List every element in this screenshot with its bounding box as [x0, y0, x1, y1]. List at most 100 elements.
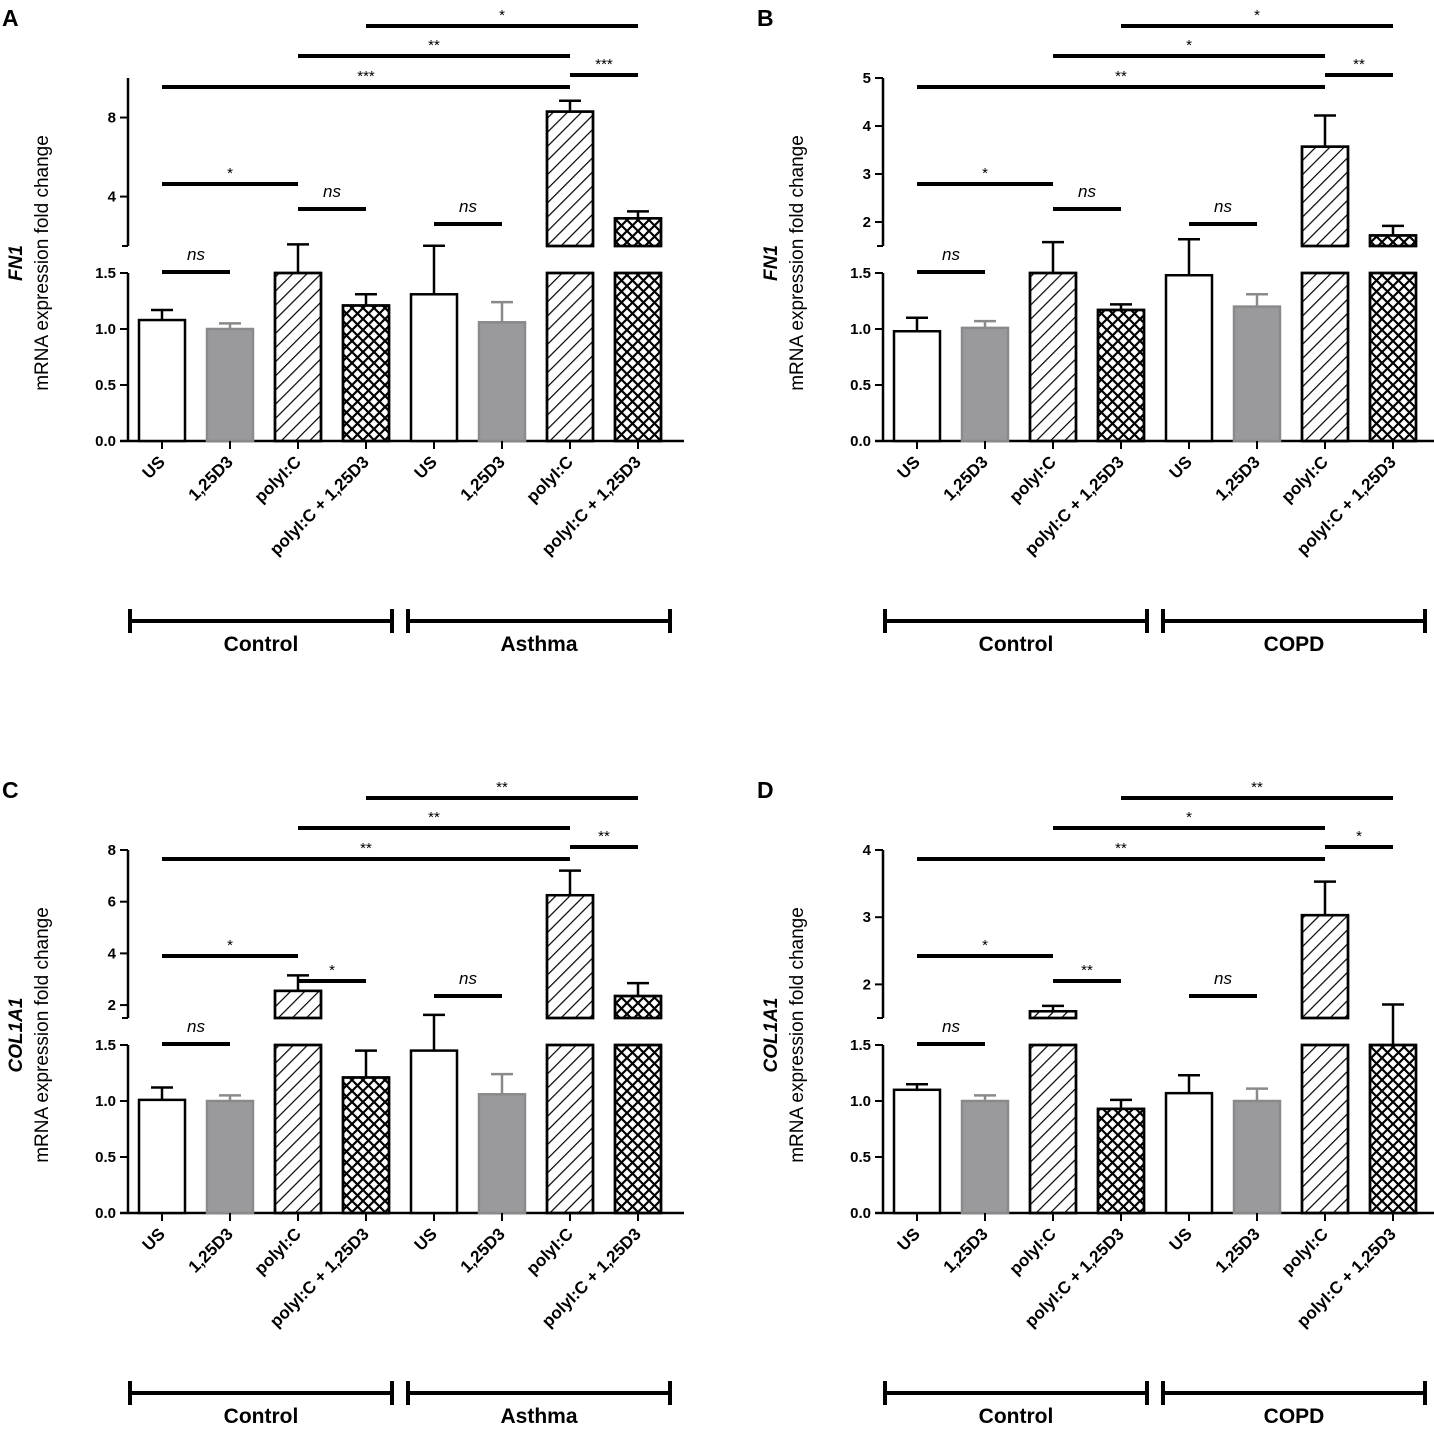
y-tick-label: 4 — [108, 945, 117, 962]
significance-label: ns — [323, 182, 341, 201]
gene-label: FN1 — [761, 245, 782, 281]
y-tick-label: 3 — [863, 166, 871, 183]
y-tick-label: 1.5 — [95, 265, 116, 282]
bar — [892, 1088, 942, 1215]
y-tick-label: 1.0 — [95, 1093, 116, 1110]
bar-pattern — [273, 271, 323, 443]
bar — [477, 1093, 527, 1215]
category-label: 1,25D3 — [457, 452, 509, 504]
bar-upper-pattern — [1368, 234, 1418, 248]
category-label: polyI:C — [1006, 452, 1060, 506]
category-label: 1,25D3 — [1212, 1224, 1264, 1276]
significance-label: * — [1186, 809, 1192, 826]
bar — [409, 1049, 459, 1215]
bar — [1232, 305, 1282, 443]
gene-label: COL1A1 — [761, 998, 782, 1073]
y-tick-label: 0.5 — [95, 377, 116, 394]
group-label: Asthma — [500, 1405, 577, 1426]
bar-upper-pattern — [1028, 1010, 1078, 1020]
category-label: US — [139, 1224, 169, 1254]
y-tick-label: 2 — [863, 976, 871, 993]
bar — [960, 1099, 1010, 1215]
category-label: US — [411, 1224, 441, 1254]
significance-label: *** — [357, 68, 375, 85]
y-tick-label: 0.0 — [850, 433, 871, 450]
y-tick-label: 1.5 — [95, 1037, 116, 1054]
group-label: Control — [979, 1405, 1054, 1426]
significance-label: ns — [942, 1017, 960, 1036]
category-label: polyI:C — [251, 452, 305, 506]
y-tick-label: 1.0 — [95, 321, 116, 338]
bar-pattern — [1096, 1107, 1146, 1215]
significance-label: ns — [1078, 182, 1096, 201]
bar-pattern — [613, 1043, 663, 1215]
bar-upper-pattern — [613, 994, 663, 1020]
bar — [409, 293, 459, 443]
category-label: polyI:C — [251, 1224, 305, 1278]
category-label: US — [1166, 452, 1196, 482]
significance-label: ns — [187, 1017, 205, 1036]
bar-pattern — [1028, 1043, 1078, 1215]
y-tick-label: 1.5 — [850, 265, 871, 282]
bar-pattern — [1096, 308, 1146, 443]
group-label: COPD — [1264, 1405, 1325, 1426]
y-tick-label: 0.5 — [95, 1149, 116, 1166]
y-axis-label: mRNA expression fold change — [787, 907, 808, 1163]
significance-label: * — [1356, 828, 1362, 845]
category-label: polyI:C — [1278, 1224, 1332, 1278]
significance-label: * — [982, 937, 988, 954]
bar-pattern — [1300, 271, 1350, 443]
significance-label: ns — [942, 245, 960, 264]
y-tick-label: 1.0 — [850, 321, 871, 338]
bar — [205, 327, 255, 443]
bar-upper-pattern — [273, 989, 323, 1020]
category-label: 1,25D3 — [185, 1224, 237, 1276]
category-label: US — [894, 1224, 924, 1254]
bar — [1164, 1091, 1214, 1215]
significance-label: ns — [187, 245, 205, 264]
significance-label: ns — [459, 969, 477, 988]
y-tick-label: 0.5 — [850, 1149, 871, 1166]
gene-label: FN1 — [6, 245, 27, 281]
y-tick-label: 1.0 — [850, 1093, 871, 1110]
significance-label: ** — [496, 779, 508, 796]
y-axis-label: mRNA expression fold change — [787, 135, 808, 391]
bar-upper-pattern — [1300, 913, 1350, 1020]
bar-pattern — [1300, 1043, 1350, 1215]
bar-pattern — [1368, 271, 1418, 443]
group-label: COPD — [1264, 633, 1325, 656]
significance-label: ** — [360, 840, 372, 857]
y-tick-label: 1.5 — [850, 1037, 871, 1054]
significance-label: * — [982, 165, 988, 182]
category-label: 1,25D3 — [1212, 452, 1264, 504]
bar-pattern — [273, 1043, 323, 1215]
bar-pattern — [341, 304, 391, 443]
significance-label: ** — [1115, 68, 1127, 85]
significance-label: ** — [1251, 779, 1263, 796]
panel-letter: B — [757, 5, 774, 31]
bar-pattern — [1028, 271, 1078, 443]
bar — [137, 318, 187, 443]
y-tick-label: 8 — [108, 110, 116, 127]
category-label: polyI:C — [1278, 452, 1332, 506]
significance-label: ** — [598, 828, 610, 845]
category-label: US — [139, 452, 169, 482]
group-label: Control — [224, 633, 299, 656]
significance-label: ns — [1214, 969, 1232, 988]
gene-label: COL1A1 — [6, 998, 27, 1073]
y-tick-label: 4 — [108, 189, 117, 206]
category-label: 1,25D3 — [940, 1224, 992, 1276]
bar-upper-pattern — [545, 110, 595, 248]
category-label: US — [894, 452, 924, 482]
significance-label: ns — [1214, 197, 1232, 216]
y-tick-label: 0.0 — [95, 1205, 116, 1222]
bar-pattern — [613, 271, 663, 443]
bar — [960, 326, 1010, 443]
significance-label: *** — [595, 56, 613, 73]
y-tick-label: 4 — [863, 842, 872, 859]
